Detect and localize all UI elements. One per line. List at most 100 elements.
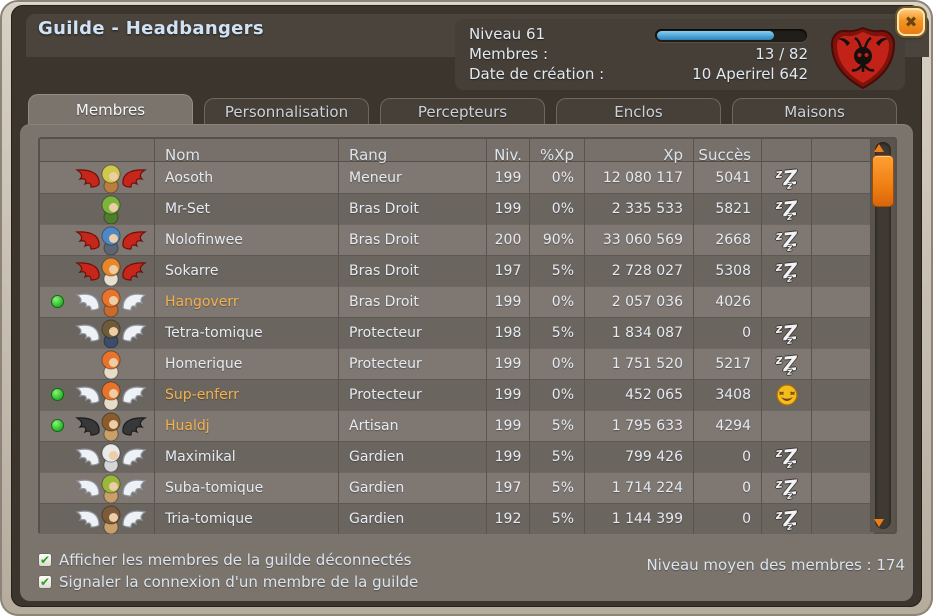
table-row[interactable]: Nolofinwee Bras Droit 200 90% 33 060 569… [40,224,874,255]
character-icon [101,226,121,255]
table-row[interactable]: Maximikal Gardien 199 5% 799 426 0 zZ z [40,441,874,472]
guild-info-panel: Niveau 61 Membres : 13 / 82 Date de créa… [455,19,905,90]
member-xp-pct: 5% [530,410,585,441]
checkbox-show-offline[interactable]: ✔ Afficher les membres de la guilde déco… [38,550,412,569]
member-level: 199 [487,348,530,379]
member-rank: Bras Droit [339,286,487,317]
white-wing-icon [75,448,100,466]
online-indicator [50,419,64,432]
tab-percepteurs[interactable]: Percepteurs [380,98,545,124]
members-count: 13 / 82 [755,45,808,63]
member-rank: Protecteur [339,317,487,348]
table-row[interactable]: Aosoth Meneur 199 0% 12 080 117 5041 zZ z [40,162,874,193]
member-extra [812,162,874,193]
table-row[interactable]: Suba-tomique Gardien 197 5% 1 714 224 0 … [40,472,874,503]
guild-level-progress-fill [657,31,775,40]
scrollbar[interactable] [870,139,895,532]
table-row[interactable]: Mr-Set Bras Droit 199 0% 2 335 533 5821 … [40,193,874,224]
member-name: Maximikal [155,441,339,472]
member-xp: 1 834 087 [585,317,694,348]
character-icon [101,319,121,348]
window-title: Guilde - Headbangers [38,18,264,39]
member-extra [812,441,874,472]
column-header-nom: Nom [155,139,339,170]
members-table: Nom Rang Niv. %Xp Xp Succès Aosoth Meneu… [38,137,897,534]
table-header-row: Nom Rang Niv. %Xp Xp Succès [40,139,874,170]
white-wing-icon [122,510,147,528]
avatar-cell [40,224,155,255]
checkbox-icon: ✔ [38,574,52,589]
table-row[interactable]: Hangoverr Bras Droit 199 0% 2 057 036 40… [40,286,874,317]
member-status: zZ z [762,255,812,286]
footer-options: ✔ Afficher les membres de la guilde déco… [38,550,418,591]
white-wing-icon [122,386,147,404]
member-rank: Gardien [339,441,487,472]
table-row[interactable]: Homerique Protecteur 199 0% 1 751 520 52… [40,348,874,379]
tab-membres[interactable]: Membres [28,94,193,124]
checkbox-signal-connection[interactable]: ✔ Signaler la connexion d'un membre de l… [38,572,419,591]
sleep-icon: zZ z [774,164,799,192]
sleep-icon: zZ z [774,474,799,502]
close-icon: ✖ [904,12,918,31]
member-achievements: 3408 [694,379,762,410]
column-header-succes: Succès [694,139,762,170]
member-avatar [68,411,154,441]
member-xp-pct: 0% [530,348,585,379]
table-row[interactable]: Sokarre Bras Droit 197 5% 2 728 027 5308… [40,255,874,286]
member-extra [812,348,874,379]
white-wing-icon [75,293,100,311]
member-xp: 33 060 569 [585,224,694,255]
member-avatar [68,194,154,224]
member-achievements: 4294 [694,410,762,441]
members-label: Membres : [469,45,549,63]
tab-maisons[interactable]: Maisons [732,98,897,124]
member-xp: 452 065 [585,379,694,410]
creation-date-label: Date de création : [469,65,605,83]
member-xp: 1 795 633 [585,410,694,441]
member-name: Aosoth [155,162,339,193]
scroll-down-button[interactable] [874,519,884,527]
red-wing-icon [75,230,100,250]
column-header-xp: Xp [585,139,694,170]
member-xp: 2 728 027 [585,255,694,286]
member-level: 197 [487,255,530,286]
member-achievements: 5821 [694,193,762,224]
member-xp: 12 080 117 [585,162,694,193]
column-header-rang: Rang [339,139,487,170]
column-header-avatar [40,139,155,170]
member-status [762,379,812,410]
member-status: zZ z [762,503,812,534]
table-row[interactable]: Sup-enferr Protecteur 199 0% 452 065 340… [40,379,874,410]
character-icon [101,288,121,317]
table-body: Aosoth Meneur 199 0% 12 080 117 5041 zZ z… [40,162,895,534]
scrollbar-track[interactable] [875,142,891,529]
member-achievements: 4026 [694,286,762,317]
tab-personnalisation[interactable]: Personnalisation [204,98,369,124]
member-status: zZ z [762,317,812,348]
table-row[interactable]: Tetra-tomique Protecteur 198 5% 1 834 08… [40,317,874,348]
table-row[interactable]: Tria-tomique Gardien 192 5% 1 144 399 0 … [40,503,874,534]
checkbox-icon: ✔ [38,552,52,567]
member-status: zZ z [762,348,812,379]
tab-enclos[interactable]: Enclos [556,98,721,124]
member-xp-pct: 5% [530,441,585,472]
red-wing-icon [75,168,100,188]
member-name: Sokarre [155,255,339,286]
avatar-cell [40,379,155,410]
member-achievements: 0 [694,441,762,472]
character-icon [101,412,121,441]
scrollbar-thumb[interactable] [872,155,894,207]
character-icon [101,474,121,503]
sleep-icon: zZ z [774,195,799,223]
close-button[interactable]: ✖ [897,8,925,36]
guild-emblem-shield-icon [828,26,898,94]
table-row[interactable]: Hualdj Artisan 199 5% 1 795 633 4294 [40,410,874,441]
white-wing-icon [122,448,147,466]
scroll-up-button[interactable] [874,144,884,152]
member-xp-pct: 0% [530,193,585,224]
member-name: Sup-enferr [155,379,339,410]
red-wing-icon [75,261,100,281]
white-wing-icon [122,479,147,497]
member-rank: Bras Droit [339,255,487,286]
sleep-icon: zZ z [774,350,799,378]
